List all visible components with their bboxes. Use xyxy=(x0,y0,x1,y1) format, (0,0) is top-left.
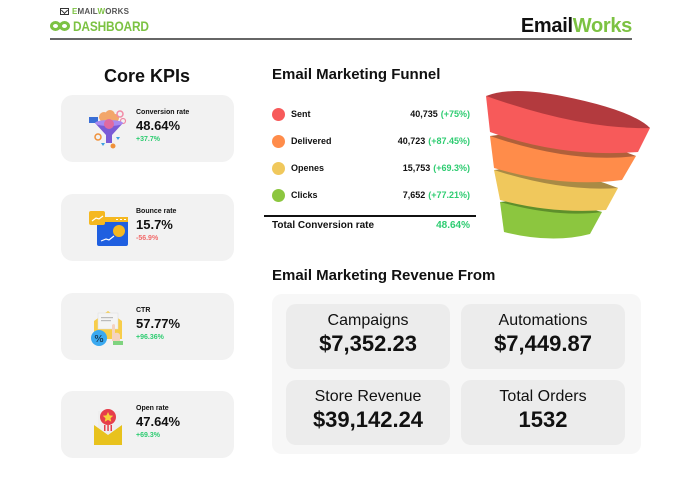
logo-letter: E xyxy=(72,7,78,16)
kpi-card-bounce-rate: Bounce rate 15.7% -56.9% xyxy=(61,194,234,261)
delivered-dot-icon xyxy=(272,134,285,148)
revenue-card-total-orders: Total Orders 1532 xyxy=(461,380,625,445)
funnel-row-sent: Sent 40,735 (+75%) xyxy=(272,106,470,122)
kpi-value: 57.77% xyxy=(136,316,181,331)
funnel-title: Email Marketing Funnel xyxy=(272,66,441,83)
funnel-row-delivered: Delivered 40,723 (+87.45%) xyxy=(272,133,470,149)
envelope-star-badge-icon xyxy=(94,409,122,445)
funnel-chart-graphic xyxy=(486,91,650,239)
funnel-row-clicks: Clicks 7,652 (+77.21%) xyxy=(272,187,470,203)
envelope-icon xyxy=(60,8,69,15)
kpi-delta: -56.9% xyxy=(136,235,159,242)
total-conversion-row: Total Conversion rate 48.64% xyxy=(272,220,470,231)
logo-letter: W xyxy=(97,7,106,16)
clicks-dot-icon xyxy=(272,188,285,202)
brand-part-1: Email xyxy=(520,15,573,37)
kpi-label: Conversion rate xyxy=(136,109,190,116)
header-divider xyxy=(50,38,632,40)
revenue-value: $39,142.24 xyxy=(312,407,424,432)
kpi-text: Open rate 47.64% +69.3% xyxy=(136,405,180,439)
revenue-card-campaigns: Campaigns $7,352.23 xyxy=(286,304,450,369)
row-label: Delivered xyxy=(291,136,332,146)
envelope-percent-click-icon: % xyxy=(91,311,123,346)
logo-bottom: DASHBOARD xyxy=(50,18,162,34)
logo-letters: MAIL xyxy=(77,7,98,16)
brand-title: EmailWorks xyxy=(521,15,632,38)
sent-dot-icon xyxy=(272,107,285,121)
browser-chart-icon xyxy=(89,211,128,246)
row-pct: (+87.45%) xyxy=(428,136,470,146)
row-value: 7,652 xyxy=(402,190,426,200)
svg-text:%: % xyxy=(94,334,104,345)
row-pct: (+75%) xyxy=(440,109,470,119)
row-label: Openes xyxy=(291,163,325,173)
kpi-card-ctr: % CTR 57.77% +96.36% xyxy=(61,293,234,360)
kpi-label: Bounce rate xyxy=(136,208,177,215)
kpi-text: CTR 57.77% +96.36% xyxy=(136,307,180,341)
revenue-card-automations: Automations $7,449.87 xyxy=(461,304,625,369)
row-value: 15,753 xyxy=(402,163,431,173)
kpi-card-conversion-rate: Conversion rate 48.64% +37.7% xyxy=(61,95,234,162)
total-conversion-value: 48.64% xyxy=(436,220,470,231)
row-value: 40,723 xyxy=(397,136,426,146)
revenue-label: Automations xyxy=(498,312,588,329)
header: EMAILWORKS DASHBOARD EmailWorks xyxy=(50,6,632,40)
logo-top-text: EMAILWORKS xyxy=(60,7,129,16)
kpi-value: 48.64% xyxy=(136,118,181,133)
kpi-label: CTR xyxy=(136,307,151,314)
kpi-value: 47.64% xyxy=(136,414,181,429)
opens-dot-icon xyxy=(272,161,285,175)
funnel-row-opens: Openes 15,753 (+69.3%) xyxy=(272,160,470,176)
kpi-delta: +96.36% xyxy=(136,334,164,341)
kpi-section-title: Core KPIs xyxy=(103,66,191,86)
row-pct: (+77.21%) xyxy=(428,190,470,200)
logo-letters: ORKS xyxy=(105,7,130,16)
revenue-label: Store Revenue xyxy=(314,388,422,405)
row-label: Sent xyxy=(291,109,311,119)
revenue-card-store-revenue: Store Revenue $39,142.24 xyxy=(286,380,450,445)
row-label: Clicks xyxy=(291,190,318,200)
kpi-text: Conversion rate 48.64% +37.7% xyxy=(136,109,189,143)
kpi-value: 15.7% xyxy=(136,217,173,232)
infinity-icon xyxy=(50,20,72,32)
kpi-delta: +37.7% xyxy=(136,136,160,143)
revenue-value: 1532 xyxy=(518,407,568,432)
kpi-text: Bounce rate 15.7% -56.9% xyxy=(136,208,176,242)
logo-dashboard-text: DASHBOARD xyxy=(73,18,149,34)
total-conversion-label: Total Conversion rate xyxy=(272,220,375,231)
revenue-panel: Campaigns $7,352.23 Automations $7,449.8… xyxy=(272,294,641,454)
kpi-delta: +69.3% xyxy=(136,432,160,439)
brand-part-2: Works xyxy=(572,15,633,37)
revenue-label: Total Orders xyxy=(499,388,587,405)
kpi-card-open-rate: Open rate 47.64% +69.3% xyxy=(61,391,234,458)
revenue-title: Email Marketing Revenue From xyxy=(272,267,496,284)
funnel-illustration-icon xyxy=(89,110,127,149)
revenue-value: $7,352.23 xyxy=(319,331,417,356)
row-value: 40,735 xyxy=(410,109,438,119)
revenue-value: $7,449.87 xyxy=(494,331,592,356)
logo: EMAILWORKS DASHBOARD xyxy=(50,6,150,36)
revenue-label: Campaigns xyxy=(327,312,409,329)
funnel-divider xyxy=(264,215,476,217)
kpi-label: Open rate xyxy=(136,405,169,412)
row-pct: (+69.3%) xyxy=(433,163,470,173)
